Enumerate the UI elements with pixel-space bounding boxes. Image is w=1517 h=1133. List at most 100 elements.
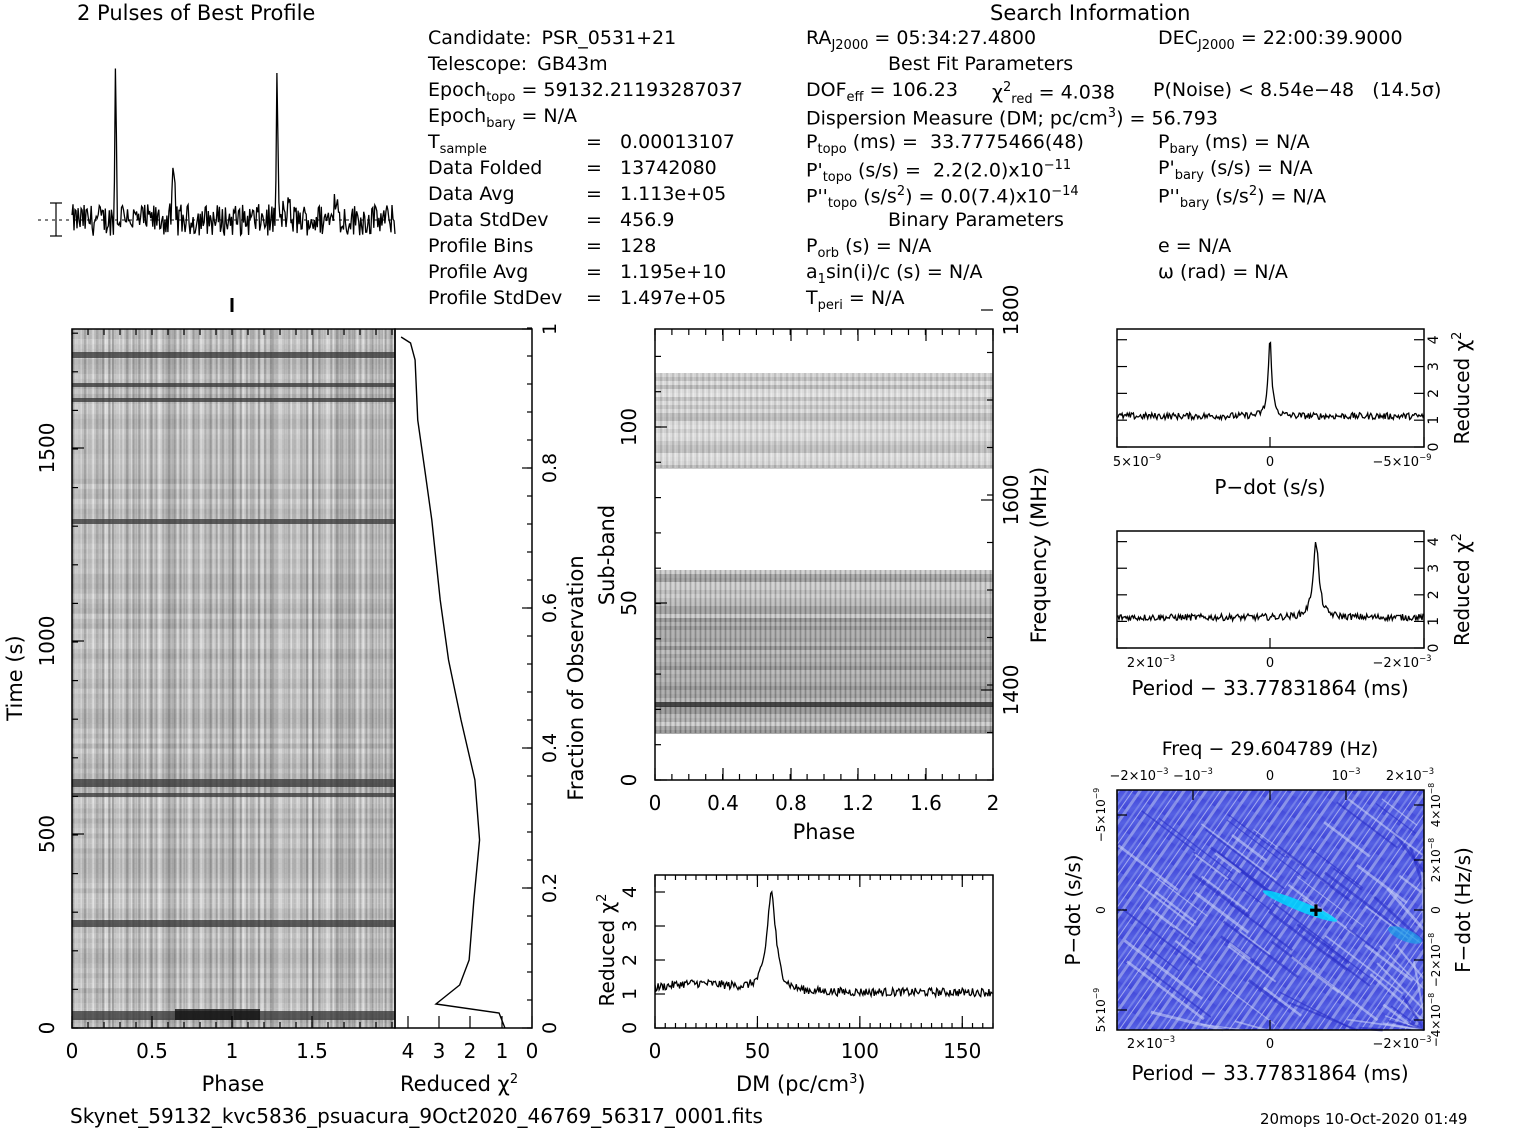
heat-streak [1324,935,1404,995]
subband-row [655,598,993,602]
row-band [72,458,395,465]
heat-streak [1137,883,1195,927]
row-band [72,653,395,660]
dm-frame [654,874,994,1029]
heat-streak [1347,798,1424,856]
heat-streak [1123,939,1203,1000]
subband-row [655,682,993,686]
col-band [263,329,267,1028]
row-band [72,693,395,699]
subband-row [655,570,993,574]
subband-row [655,385,993,389]
col-band [100,329,103,1028]
col-band [334,329,337,1028]
subband-row [655,730,993,734]
row-band [72,943,395,949]
row-band [72,738,395,744]
pulse-col [272,329,274,1028]
row-band [72,613,395,620]
subband-row [655,409,993,413]
row-band [72,788,395,794]
col-band [219,329,222,1028]
heat-streak [1346,927,1379,952]
chi-fraction-frame [394,328,533,1029]
info-row: Tsample [428,131,487,157]
row-band [72,488,395,495]
heat-fdot-tick: 0 [1429,906,1443,914]
row-band [72,828,395,834]
heat-streak [1291,956,1340,994]
col-band [356,329,359,1028]
row-band [72,523,395,530]
row-band [72,663,395,670]
heat-streak [1222,920,1299,979]
col-band [249,329,252,1028]
col-band [114,329,117,1028]
info-value: = N/A [521,105,578,127]
row-band [72,863,395,869]
footer-stamp: 20mops 10-Oct-2020 01:49 [1260,1110,1468,1128]
col-band [348,329,351,1028]
row-band [72,903,395,909]
pdot-chi-ylabel: Reduced χ2 [1450,332,1474,445]
col-band [352,329,355,1028]
dm-chi-tick: 4 [619,886,641,898]
footer-filename: Skynet_59132_kvc5836_psuacura_9Oct2020_4… [70,1104,763,1128]
subband-row [655,582,993,586]
row-band [72,958,395,964]
col-band [344,329,347,1028]
freq-tick: 1400 [999,665,1023,716]
chi-tick: 1 [496,1039,509,1063]
heat-streak [1287,883,1357,936]
row-band [72,823,395,829]
row-band [72,358,395,365]
heat-streak [1375,803,1416,834]
col-band [80,329,83,1028]
row-band [72,763,395,769]
subband-row [655,694,993,698]
col-band [170,329,174,1028]
subband-row [655,373,993,377]
col-band [112,329,115,1028]
col-band [265,329,269,1028]
subband-row [655,718,993,722]
chi-tick: 4 [402,1039,415,1063]
row-band [72,568,395,575]
col-band [82,329,85,1028]
heat-streak [1386,887,1426,931]
col-band [146,329,150,1028]
row-band [72,658,395,665]
col-band [247,329,250,1028]
pdbary: (s/s) = N/A [1203,157,1313,179]
col-band [261,329,265,1028]
row-band [72,478,395,485]
heat-streak [1117,844,1179,892]
dm-chi-tick: 3 [619,920,641,932]
info-value: = 59132.21193287037 [521,79,743,101]
heat-streak [1272,902,1334,949]
heat-streak [1379,945,1425,990]
heat-streak [1323,821,1371,858]
col-band [116,329,119,1028]
col-band [384,329,388,1028]
col-band [183,329,186,1028]
a1sini: sin(i)/c (s) = N/A [825,261,983,283]
col-band [191,329,194,1028]
row-band [72,873,395,879]
dec-label: DEC [1158,27,1198,49]
freq-title: Freq − 29.604789 (Hz) [1162,738,1379,760]
heat-pdot-tick: 0 [1094,906,1108,914]
col-band [332,329,335,1028]
row-band [72,473,395,480]
subband-tick: 100 [617,408,641,446]
row-band [72,573,395,580]
pdot-x-tick: −5×10−9 [1372,452,1431,470]
col-band [251,329,254,1028]
row-band [72,608,395,615]
info-row: Data Folded [428,157,543,179]
subband-tick: 0 [617,774,641,787]
col-band [392,329,396,1028]
row-band [72,583,395,590]
col-band [88,329,91,1028]
